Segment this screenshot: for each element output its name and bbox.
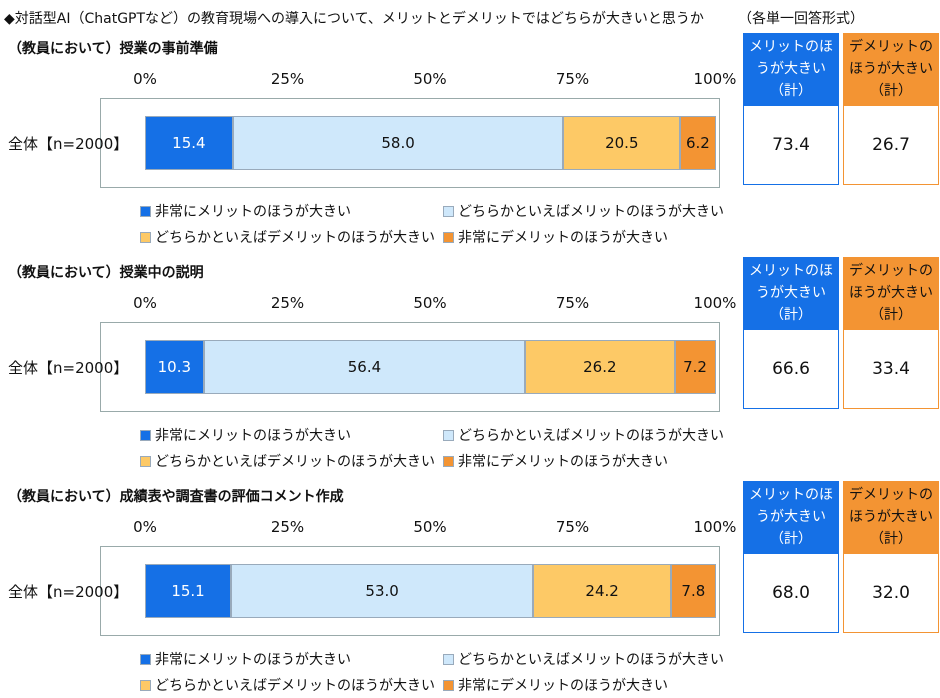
bar-segment: 15.1 <box>145 564 232 618</box>
legend-swatch <box>140 205 151 217</box>
legend-item: どちらかといえばメリットのほうが大きい <box>443 649 724 669</box>
legend-label: どちらかといえばデメリットのほうが大きい <box>155 230 435 246</box>
bar-segment: 10.3 <box>145 340 204 394</box>
legend-swatch <box>140 429 151 441</box>
legend-item: 非常にメリットのほうが大きい <box>140 649 351 669</box>
legend-label: どちらかといえばデメリットのほうが大きい <box>155 678 435 694</box>
bar-segment: 26.2 <box>525 340 675 394</box>
bar-segment: 6.2 <box>680 116 716 170</box>
summary-header: メリットのほうが大きい（計） <box>743 257 839 329</box>
x-tick-label: 0% <box>133 518 157 536</box>
bar-segment: 56.4 <box>203 340 526 394</box>
x-tick-label: 25% <box>270 518 305 536</box>
legend-swatch <box>140 679 151 691</box>
page-title: ◆対話型AI（ChatGPTなど）の教育現場への導入について、メリットとデメリッ… <box>4 11 704 27</box>
summary-header: デメリットのほうが大きい（計） <box>843 481 939 553</box>
legend-label: 非常にデメリットのほうが大きい <box>458 454 668 470</box>
summary-value: 68.0 <box>743 553 839 633</box>
legend-label: 非常にメリットのほうが大きい <box>155 204 351 220</box>
x-tick-label: 50% <box>413 518 447 536</box>
summary-header: デメリットのほうが大きい（計） <box>843 257 939 329</box>
legend-item: 非常にメリットのほうが大きい <box>140 201 351 221</box>
x-tick-label: 100% <box>693 70 737 88</box>
bar-segment: 7.2 <box>674 340 716 394</box>
bar-segment: 15.4 <box>145 116 233 170</box>
x-tick-label: 25% <box>270 294 305 312</box>
section-title: （教員において）成績表や調査書の評価コメント作成 <box>8 489 344 505</box>
summary-header: メリットのほうが大きい（計） <box>743 481 839 553</box>
legend-item: どちらかといえばメリットのほうが大きい <box>443 201 724 221</box>
legend-item: どちらかといえばデメリットのほうが大きい <box>140 675 435 695</box>
section-title: （教員において）授業中の説明 <box>8 265 204 281</box>
bar-segment: 24.2 <box>533 564 672 618</box>
legend-label: 非常にメリットのほうが大きい <box>155 652 351 668</box>
x-tick-label: 50% <box>413 294 447 312</box>
legend-item: どちらかといえばデメリットのほうが大きい <box>140 227 435 247</box>
x-tick-label: 50% <box>413 70 447 88</box>
legend-label: 非常にデメリットのほうが大きい <box>458 230 668 246</box>
x-tick-label: 75% <box>555 294 590 312</box>
x-tick-label: 75% <box>555 70 590 88</box>
summary-header: メリットのほうが大きい（計） <box>743 33 839 105</box>
summary-value: 73.4 <box>743 105 839 185</box>
legend-item: 非常にデメリットのほうが大きい <box>443 675 668 695</box>
x-tick-label: 100% <box>693 518 737 536</box>
summary-value: 33.4 <box>843 329 939 409</box>
legend-swatch <box>443 679 454 691</box>
section-title: （教員において）授業の事前準備 <box>8 41 218 57</box>
legend-swatch <box>140 653 151 665</box>
legend-swatch <box>140 231 151 243</box>
legend-item: 非常にメリットのほうが大きい <box>140 425 351 445</box>
legend-swatch <box>443 429 454 441</box>
x-tick-label: 25% <box>270 70 305 88</box>
bar-segment: 58.0 <box>232 116 564 170</box>
bar-segment: 53.0 <box>231 564 534 618</box>
legend-swatch <box>443 455 454 467</box>
bar-segment: 20.5 <box>563 116 681 170</box>
page-note: （各単一回答形式） <box>738 11 864 27</box>
legend-swatch <box>140 455 151 467</box>
legend-label: どちらかといえばメリットのほうが大きい <box>458 652 724 668</box>
x-tick-label: 100% <box>693 294 737 312</box>
legend-item: どちらかといえばデメリットのほうが大きい <box>140 451 435 471</box>
legend-label: どちらかといえばメリットのほうが大きい <box>458 204 724 220</box>
legend-label: どちらかといえばメリットのほうが大きい <box>458 428 724 444</box>
legend-swatch <box>443 231 454 243</box>
legend-item: どちらかといえばメリットのほうが大きい <box>443 425 724 445</box>
x-tick-label: 75% <box>555 518 590 536</box>
legend-label: 非常にデメリットのほうが大きい <box>458 678 668 694</box>
legend-item: 非常にデメリットのほうが大きい <box>443 451 668 471</box>
legend-label: 非常にメリットのほうが大きい <box>155 428 351 444</box>
x-tick-label: 0% <box>133 70 157 88</box>
summary-value: 26.7 <box>843 105 939 185</box>
x-tick-label: 0% <box>133 294 157 312</box>
category-label: 全体【n=2000】 <box>8 359 129 377</box>
category-label: 全体【n=2000】 <box>8 583 129 601</box>
summary-value: 32.0 <box>843 553 939 633</box>
legend-label: どちらかといえばデメリットのほうが大きい <box>155 454 435 470</box>
legend-swatch <box>443 653 454 665</box>
summary-header: デメリットのほうが大きい（計） <box>843 33 939 105</box>
summary-value: 66.6 <box>743 329 839 409</box>
category-label: 全体【n=2000】 <box>8 135 129 153</box>
legend-item: 非常にデメリットのほうが大きい <box>443 227 668 247</box>
bar-segment: 7.8 <box>671 564 716 618</box>
legend-swatch <box>443 205 454 217</box>
